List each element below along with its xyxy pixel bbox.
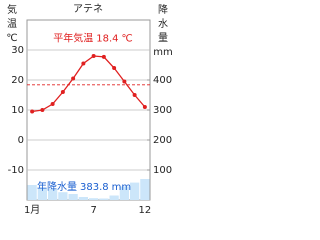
- y2-axis-label: 降: [158, 3, 168, 16]
- precip-bar: [27, 185, 37, 200]
- temp-point: [30, 109, 35, 114]
- x-tick-label: 12: [139, 205, 152, 216]
- avg-label-bg: [40, 31, 140, 45]
- x-tick-label: 1月: [24, 204, 40, 216]
- precip-bar: [99, 198, 109, 200]
- y-tick-label: 10: [11, 105, 24, 116]
- avg-temp-part: ℃: [122, 34, 133, 45]
- temp-point: [122, 79, 127, 84]
- y2-axis-label: 量: [158, 32, 168, 44]
- y2-tick-label: 100: [153, 165, 172, 176]
- y-tick-label: -10: [8, 165, 24, 176]
- precip-bar: [78, 197, 88, 200]
- avg-temp-text: 平年気温 18.4 ℃: [53, 32, 133, 45]
- avg-temp-part: 18.4: [96, 34, 118, 45]
- chart: アテネ 気温 ℃ 降水量 mm -10 0 10 20 30 100 200 300 400 1月 7 12 平年…: [6, 3, 172, 216]
- x-tick-label: 7: [90, 205, 96, 216]
- y-axis-label: 気: [7, 3, 17, 16]
- y-tick-label: 20: [11, 75, 24, 86]
- annual-precip-text: 年降水量 383.8 mm: [37, 180, 131, 193]
- y2-tick-label: 200: [153, 135, 172, 146]
- y-axis-label: ℃: [6, 33, 17, 44]
- y2-axis-label: 水: [158, 18, 168, 30]
- annual-precip-part: mm: [112, 182, 131, 193]
- precip-bar: [68, 194, 78, 200]
- precip-bar: [58, 192, 68, 200]
- annual-precip-part: 383.8: [80, 182, 109, 193]
- temp-point: [132, 93, 137, 97]
- y-tick-label: 30: [11, 45, 24, 56]
- temp-point: [112, 66, 117, 70]
- y-tick-label: 0: [18, 135, 24, 146]
- temp-point: [60, 90, 65, 94]
- temp-point: [81, 61, 86, 66]
- temp-point: [71, 76, 76, 81]
- y2-axis-label: mm: [153, 47, 172, 58]
- precip-bar: [109, 195, 119, 200]
- y-axis-label: 温: [7, 18, 17, 30]
- precip-bar: [37, 188, 47, 200]
- annual-precip-part: 年降水量: [37, 180, 77, 193]
- temp-point: [50, 102, 55, 106]
- precip-bar: [48, 188, 58, 200]
- precip-bar: [140, 179, 150, 200]
- y2-tick-label: 300: [153, 105, 172, 116]
- precip-bar: [119, 186, 129, 200]
- temp-point: [40, 108, 45, 112]
- precip-bar: [89, 198, 99, 200]
- temp-point: [91, 54, 96, 58]
- chart-title: アテネ: [73, 3, 103, 15]
- precip-bar: [130, 182, 140, 200]
- temp-point: [142, 105, 147, 109]
- temp-point: [101, 54, 106, 59]
- avg-temp-part: 平年気温: [53, 32, 93, 45]
- y2-tick-label: 400: [153, 75, 172, 86]
